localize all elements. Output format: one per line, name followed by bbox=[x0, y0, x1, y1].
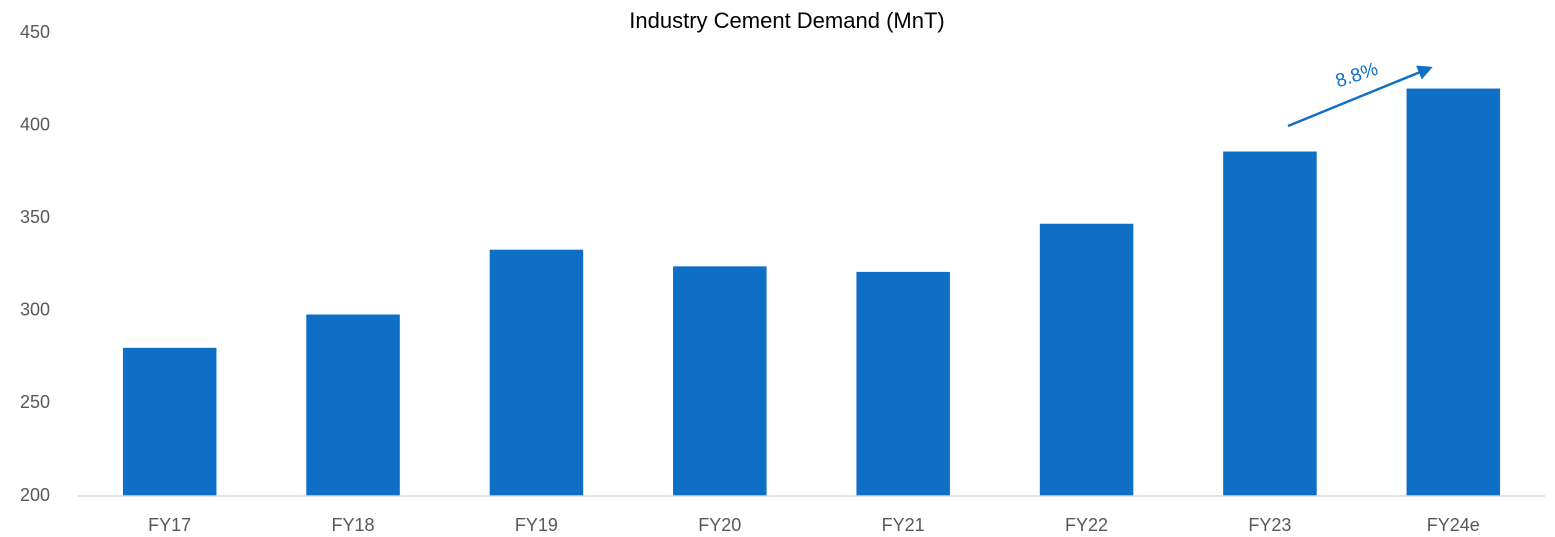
y-tick-label: 350 bbox=[20, 207, 50, 227]
x-tick-label: FY17 bbox=[148, 515, 191, 535]
bar bbox=[489, 249, 584, 496]
y-tick-label: 250 bbox=[20, 392, 50, 412]
bar bbox=[1223, 151, 1317, 496]
annotation: 8.8% bbox=[1333, 59, 1381, 92]
x-tick-label: FY24e bbox=[1427, 515, 1480, 535]
x-tick-label: FY21 bbox=[882, 515, 925, 535]
x-tick-label: FY19 bbox=[515, 515, 558, 535]
y-tick-label: 200 bbox=[20, 485, 50, 505]
x-tick-label: FY23 bbox=[1248, 515, 1291, 535]
bar bbox=[1039, 223, 1134, 497]
x-tick-label: FY22 bbox=[1065, 515, 1108, 535]
bar bbox=[856, 271, 950, 496]
bar bbox=[122, 347, 217, 496]
y-tick-label: 300 bbox=[20, 300, 50, 320]
y-tick-label: 400 bbox=[20, 114, 50, 134]
bar bbox=[306, 314, 400, 496]
y-tick-label: 450 bbox=[20, 22, 50, 42]
x-tick-label: FY18 bbox=[332, 515, 375, 535]
bar bbox=[1406, 88, 1501, 496]
bar bbox=[673, 266, 767, 496]
chart-title: Industry Cement Demand (MnT) bbox=[629, 8, 944, 33]
growth-arrow bbox=[1287, 65, 1433, 128]
x-tick-label: FY20 bbox=[698, 515, 741, 535]
